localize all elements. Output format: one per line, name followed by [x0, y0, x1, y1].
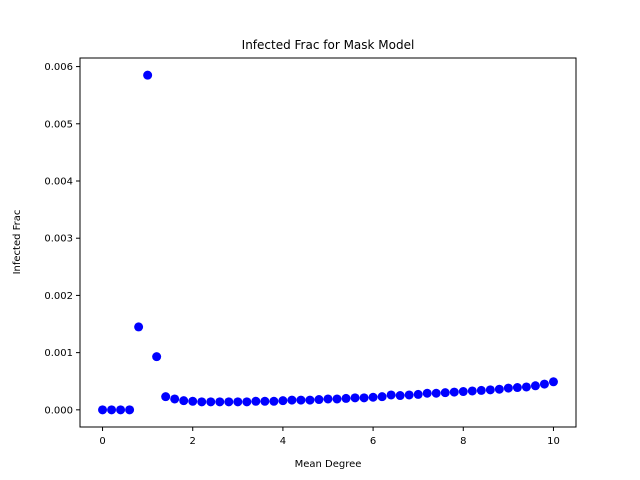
data-point [206, 397, 216, 407]
data-point [332, 394, 342, 404]
data-point [278, 396, 288, 406]
data-point [503, 383, 513, 393]
data-point [170, 394, 180, 404]
y-tick-label: 0.001 [44, 348, 73, 359]
data-point [305, 395, 315, 405]
data-point [494, 384, 504, 394]
data-point [377, 392, 387, 402]
data-point [467, 386, 477, 396]
data-point [422, 388, 432, 398]
data-point [314, 395, 324, 405]
x-axis-ticks: 0 2 4 6 8 10 [99, 427, 560, 447]
data-point [188, 396, 198, 406]
y-tick-label: 0.000 [44, 405, 73, 416]
x-tick-label: 2 [190, 436, 196, 447]
data-point [161, 392, 171, 402]
data-point [233, 397, 243, 407]
y-tick-label: 0.004 [44, 177, 73, 188]
data-point [485, 385, 495, 395]
data-point [341, 393, 351, 403]
data-point [287, 395, 297, 405]
data-point [134, 322, 144, 332]
data-point [449, 387, 459, 397]
x-tick-label: 10 [547, 436, 560, 447]
data-point [548, 377, 558, 387]
data-point [143, 70, 153, 80]
data-point [179, 396, 189, 406]
data-point [98, 405, 108, 415]
data-point [224, 397, 234, 407]
data-point [125, 405, 135, 415]
data-point [296, 395, 306, 405]
data-point [395, 391, 405, 401]
data-point [512, 383, 522, 393]
data-point [269, 396, 279, 406]
data-point [107, 405, 117, 415]
data-point [440, 388, 450, 398]
data-points [98, 70, 558, 415]
data-point [323, 394, 333, 404]
x-axis-label: Mean Degree [295, 459, 362, 470]
data-point [215, 397, 225, 407]
data-point [386, 390, 396, 400]
data-point [359, 393, 369, 403]
y-tick-label: 0.005 [44, 119, 73, 130]
y-axis-label: Infected Frac [12, 210, 23, 275]
data-point [458, 387, 468, 397]
data-point [260, 396, 270, 406]
x-tick-label: 6 [370, 436, 376, 447]
chart-title: Infected Frac for Mask Model [242, 38, 415, 52]
data-point [152, 352, 162, 362]
data-point [368, 392, 378, 402]
data-point [431, 388, 441, 398]
x-tick-label: 8 [460, 436, 466, 447]
x-tick-label: 4 [280, 436, 286, 447]
y-axis-ticks: 0.000 0.001 0.002 0.003 0.004 0.005 0.006 [44, 62, 80, 416]
data-point [197, 397, 207, 407]
data-point [350, 393, 360, 403]
data-point [251, 396, 261, 406]
y-tick-label: 0.003 [44, 234, 73, 245]
data-point [521, 382, 531, 392]
y-tick-label: 0.006 [44, 62, 73, 73]
data-point [476, 385, 486, 395]
plot-area-frame [79, 57, 577, 428]
y-tick-label: 0.002 [44, 291, 73, 302]
x-tick-label: 0 [99, 436, 105, 447]
data-point [116, 405, 126, 415]
data-point [530, 381, 540, 391]
data-point [242, 397, 252, 407]
data-point [539, 379, 549, 389]
data-point [413, 389, 423, 399]
data-point [404, 390, 414, 400]
